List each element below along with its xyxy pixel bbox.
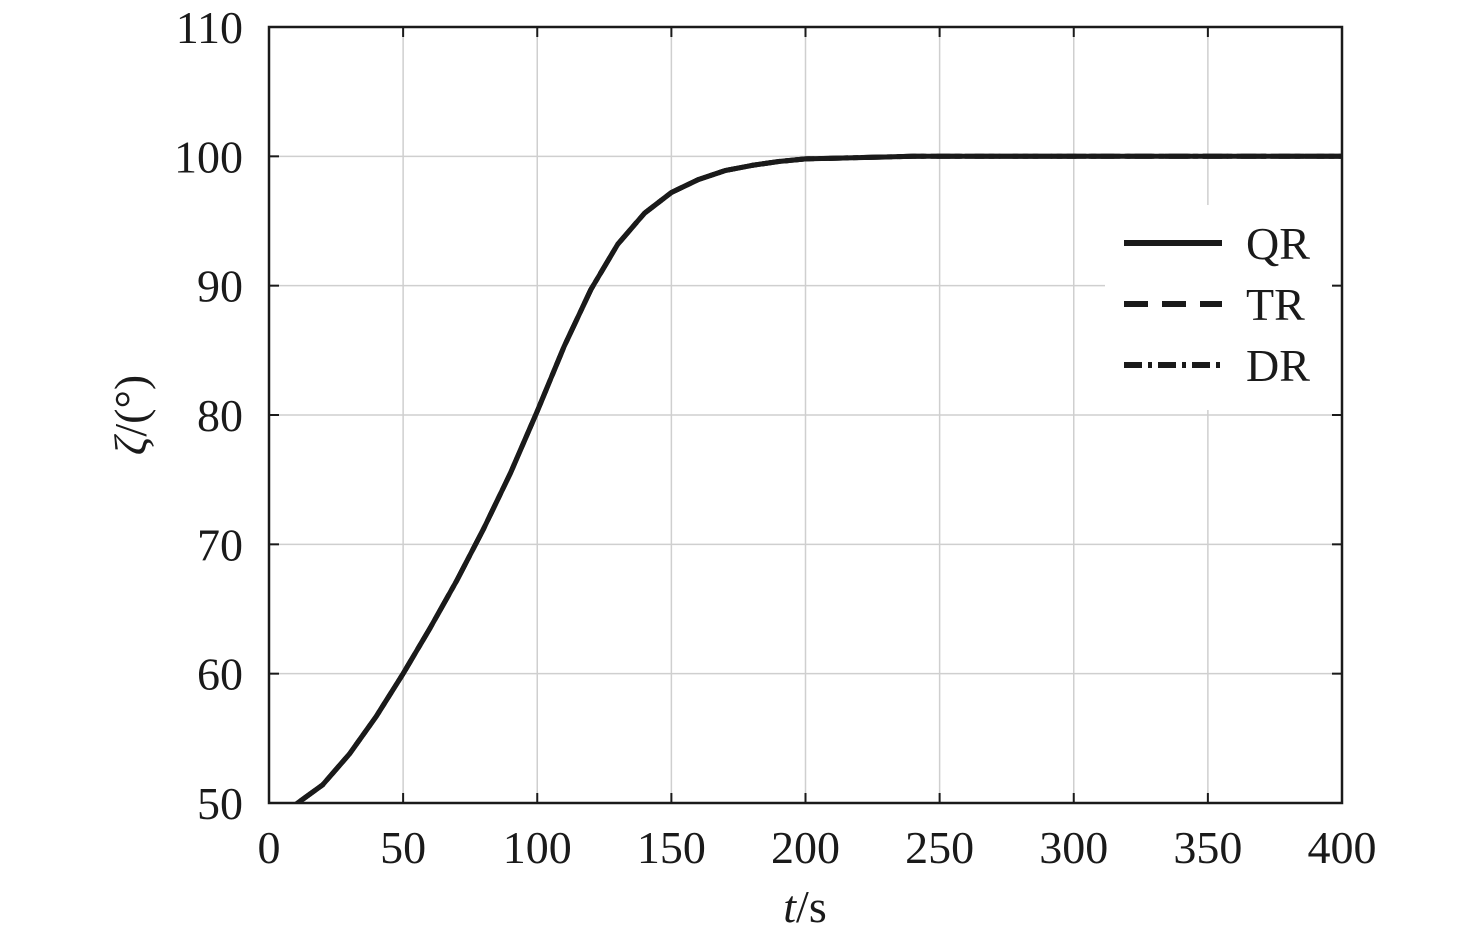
- y-axis-label: ζ/(°): [105, 375, 156, 455]
- ticks: 0 50 100 150 200 250 300 350 400 50 60 70 80 90 100 110: [174, 2, 1377, 873]
- y-tick-label: 90: [197, 261, 243, 312]
- x-axis-label: t/s: [783, 881, 826, 932]
- legend-label-dr: DR: [1246, 340, 1310, 391]
- series-layer: [291, 153, 1342, 803]
- x-tick-label: 200: [771, 822, 840, 873]
- grid: [269, 27, 1342, 803]
- x-tick-label: 50: [380, 822, 426, 873]
- x-tick-label: 300: [1039, 822, 1108, 873]
- y-tick-label: 70: [197, 519, 243, 570]
- x-tick-label: 400: [1308, 822, 1377, 873]
- y-tick-label: 60: [197, 649, 243, 700]
- legend-label-qr: QR: [1246, 218, 1310, 269]
- legend-label-tr: TR: [1246, 279, 1305, 330]
- x-tick-label: 250: [905, 822, 974, 873]
- x-tick-label: 350: [1173, 822, 1242, 873]
- y-tick-label: 110: [176, 2, 243, 53]
- legend-background: [1105, 205, 1333, 410]
- x-tick-label: 150: [637, 822, 706, 873]
- y-tick-label: 80: [197, 390, 243, 441]
- legend: QR TR DR: [1124, 218, 1310, 391]
- x-tick-label: 0: [258, 822, 281, 873]
- series-line-qr: [291, 153, 1342, 803]
- y-tick-label: 100: [174, 131, 243, 182]
- x-tick-label: 100: [503, 822, 572, 873]
- y-tick-label: 50: [197, 778, 243, 829]
